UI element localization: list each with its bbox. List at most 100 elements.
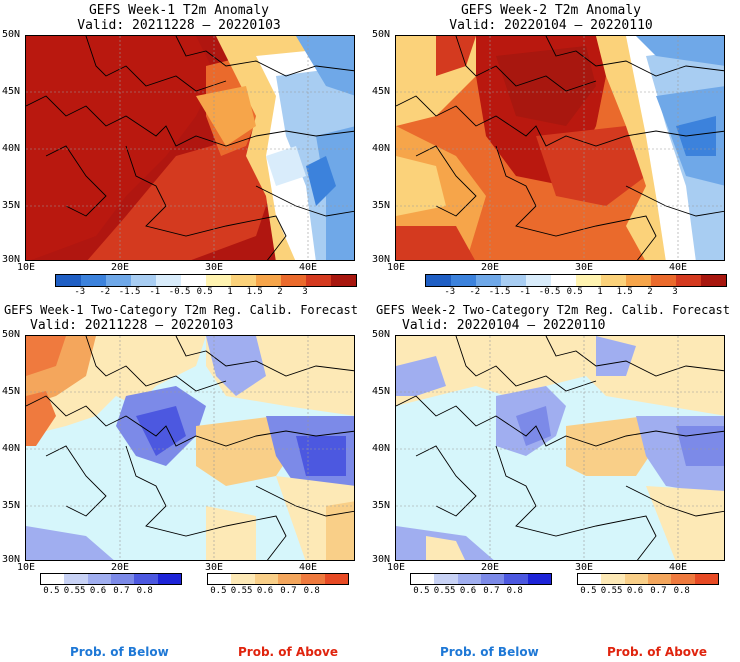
colorbar-tick-label: 0.5	[210, 586, 227, 596]
lat-label: 30N	[2, 554, 21, 565]
panel4-title: GEFS Week-2 Two-Category T2m Reg. Calib.…	[376, 303, 740, 333]
colorbar-tick-label: 0.6	[626, 586, 644, 596]
anomaly-map-week2	[396, 36, 724, 260]
colorbar-swatch	[551, 275, 576, 286]
panel2-title: GEFS Week-2 T2m Anomaly Valid: 20220104 …	[366, 3, 736, 33]
lat-label: 35N	[2, 500, 21, 511]
colorbar-tick-label: 3	[302, 287, 308, 297]
colorbar-swatch	[694, 574, 718, 584]
lat-label: 50N	[2, 329, 21, 340]
colorbar-tick-label: 0.55	[230, 586, 253, 596]
colorbar-swatch	[411, 574, 435, 584]
colorbar-swatch	[131, 275, 156, 286]
colorbar-swatch	[254, 574, 278, 584]
lat-label: 30N	[372, 554, 391, 565]
colorbar-tick-label: -0.5	[168, 287, 191, 297]
colorbar-tick-label: 0.55	[63, 586, 86, 596]
colorbar-tick-label: 0.5	[413, 586, 430, 596]
lon-label: 40E	[299, 262, 318, 273]
colorbar-tick-label: 0.55	[600, 586, 623, 596]
colorbar-tick-label: -2	[469, 287, 481, 297]
colorbar-swatch	[281, 275, 306, 286]
lat-label: 50N	[372, 29, 391, 40]
panel4-title-line1: GEFS Week-2 Two-Category T2m Reg. Calib.…	[376, 303, 731, 317]
colorbar-tick-label: 0.5	[43, 586, 60, 596]
lon-label: 40E	[299, 562, 318, 573]
colorbar-tick-label: 0.6	[89, 586, 107, 596]
colorbar-swatch	[306, 275, 331, 286]
colorbar-tick-label: 1	[227, 287, 233, 297]
lon-label: 10E	[17, 562, 36, 573]
lon-label: 30E	[205, 262, 224, 273]
colorbar-swatch	[206, 275, 231, 286]
lat-label: 35N	[372, 200, 391, 211]
colorbar-swatch	[526, 275, 551, 286]
colorbar-swatch	[64, 574, 88, 584]
lon-label: 40E	[669, 262, 688, 273]
prob-above-label-week1: Prob. of Above	[238, 645, 339, 659]
colorbar-tick-label: -1	[149, 287, 161, 297]
map-panel-week1-probability	[25, 335, 355, 561]
colorbar-tick-label: 1.5	[616, 287, 633, 297]
colorbar-swatch	[576, 275, 601, 286]
colorbar-tick-label: 2	[277, 287, 283, 297]
lat-label: 35N	[2, 200, 21, 211]
colorbar-swatch	[41, 574, 65, 584]
colorbar-tick-label: 0.8	[506, 586, 523, 596]
lat-label: 50N	[2, 29, 21, 40]
colorbar-swatch	[426, 275, 451, 286]
panel2-title-line2: Valid: 20220104 – 20220110	[449, 18, 653, 33]
lat-label: 30N	[2, 254, 21, 265]
colorbar-tick-label: 0.7	[650, 586, 667, 596]
panel1-title-line2: Valid: 20211228 – 20220103	[77, 18, 281, 33]
prob-below-colorbar-week1	[40, 573, 182, 585]
lon-label: 30E	[575, 562, 594, 573]
panel3-title-line1: GEFS Week-1 Two-Category T2m Reg. Calib.…	[4, 303, 359, 317]
colorbar-tick-label: 0.6	[459, 586, 477, 596]
lat-label: 40N	[2, 443, 21, 454]
colorbar-swatch	[601, 574, 625, 584]
colorbar-swatch	[156, 275, 181, 286]
colorbar-swatch	[671, 574, 695, 584]
colorbar-tick-label: -0.5	[538, 287, 561, 297]
colorbar-swatch	[676, 275, 701, 286]
colorbar-swatch	[651, 275, 676, 286]
colorbar-swatch	[87, 574, 111, 584]
colorbar-tick-label: -1.5	[488, 287, 511, 297]
map-panel-week2-anomaly	[395, 35, 725, 261]
colorbar-tick-label: 2	[647, 287, 653, 297]
colorbar-tick-label: 0.6	[256, 586, 274, 596]
anomaly-map-week1	[26, 36, 354, 260]
colorbar-swatch	[601, 275, 626, 286]
lat-label: 45N	[372, 86, 391, 97]
colorbar-tick-label: -1.5	[118, 287, 141, 297]
colorbar-swatch	[527, 574, 551, 584]
prob-above-colorbar-week2	[577, 573, 719, 585]
colorbar-swatch	[457, 574, 481, 584]
colorbar-swatch	[208, 574, 232, 584]
colorbar-swatch	[110, 574, 135, 584]
colorbar-swatch	[324, 574, 348, 584]
lon-label: 20E	[481, 562, 500, 573]
colorbar-tick-label: 0.8	[136, 586, 153, 596]
colorbar-swatch	[480, 574, 505, 584]
prob-below-label-week2: Prob. of Below	[440, 645, 539, 659]
colorbar-tick-label: 0.7	[280, 586, 297, 596]
map-panel-week2-probability	[395, 335, 725, 561]
panel1-title-line1: GEFS Week-1 T2m Anomaly	[88, 3, 269, 18]
colorbar-swatch	[647, 574, 672, 584]
lat-label: 40N	[372, 443, 391, 454]
panel3-title: GEFS Week-1 Two-Category T2m Reg. Calib.…	[4, 303, 374, 333]
lat-label: 30N	[372, 254, 391, 265]
lon-label: 10E	[387, 562, 406, 573]
anomaly-colorbar-week2	[425, 274, 727, 287]
lon-label: 20E	[481, 262, 500, 273]
colorbar-tick-label: 0.8	[673, 586, 690, 596]
colorbar-swatch	[301, 574, 325, 584]
prob-above-colorbar-week1	[207, 573, 349, 585]
lat-label: 40N	[372, 143, 391, 154]
colorbar-swatch	[157, 574, 181, 584]
colorbar-swatch	[181, 275, 206, 286]
colorbar-tick-label: 0.8	[303, 586, 320, 596]
colorbar-swatch	[501, 275, 526, 286]
